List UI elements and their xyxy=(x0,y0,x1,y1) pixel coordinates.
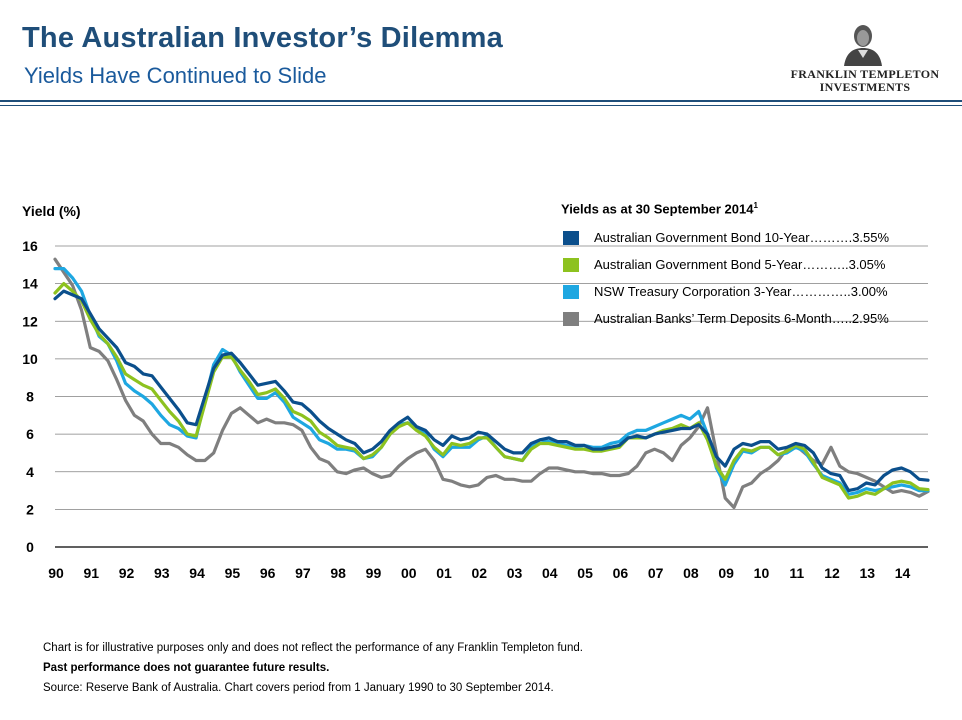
x-tick-label: 00 xyxy=(401,565,417,581)
y-axis-tick-labels: 0 2 4 6 8 10 12 14 16 xyxy=(22,238,38,555)
x-tick-label: 91 xyxy=(83,565,99,581)
legend-label-5y-bond: Australian Government Bond 5-Year………..3.… xyxy=(594,257,886,272)
legend-label-nsw-3y: NSW Treasury Corporation 3-Year…………..3.0… xyxy=(594,284,888,299)
x-tick-label: 97 xyxy=(295,565,311,581)
franklin-templeton-logo: FRANKLIN TEMPLETON INVESTMENTS xyxy=(790,18,940,94)
page-subtitle: Yields Have Continued to Slide xyxy=(24,63,327,88)
legend-label-term-deposits: Australian Banks’ Term Deposits 6-Month…… xyxy=(594,311,889,326)
x-tick-label: 03 xyxy=(507,565,523,581)
x-tick-label: 06 xyxy=(613,565,629,581)
x-tick-label: 14 xyxy=(895,565,911,581)
x-tick-label: 96 xyxy=(260,565,276,581)
page-title: The Australian Investor’s Dilemma xyxy=(22,22,503,54)
x-tick-label: 98 xyxy=(330,565,346,581)
x-tick-label: 90 xyxy=(48,565,64,581)
series-line-0 xyxy=(53,289,930,493)
x-tick-label: 92 xyxy=(119,565,135,581)
x-tick-label: 04 xyxy=(542,565,558,581)
chart-gridlines xyxy=(55,245,928,548)
chart-series-lines xyxy=(53,257,930,510)
x-tick-label: 93 xyxy=(154,565,170,581)
y-tick-label: 0 xyxy=(26,539,34,555)
series-line-1 xyxy=(53,282,930,500)
legend-label-10y-bond: Australian Government Bond 10-Year……….3.… xyxy=(594,230,890,245)
y-axis-label: Yield (%) xyxy=(22,203,81,219)
x-tick-label: 13 xyxy=(859,565,875,581)
x-tick-label: 09 xyxy=(718,565,734,581)
logo-text-line1: FRANKLIN TEMPLETON xyxy=(790,67,940,81)
x-tick-label: 05 xyxy=(577,565,593,581)
x-tick-label: 12 xyxy=(824,565,840,581)
series-line-2 xyxy=(53,267,930,496)
x-tick-label: 10 xyxy=(754,565,770,581)
x-tick-label: 08 xyxy=(683,565,699,581)
x-tick-label: 02 xyxy=(471,565,487,581)
x-tick-label: 07 xyxy=(648,565,664,581)
legend-title: Yields as at 30 September 20141 xyxy=(561,201,758,217)
y-tick-label: 8 xyxy=(26,389,34,405)
x-tick-label: 99 xyxy=(366,565,382,581)
x-tick-label: 11 xyxy=(789,565,804,581)
footnote-disclaimer: Chart is for illustrative purposes only … xyxy=(43,642,583,654)
header-rule-thin xyxy=(0,105,962,106)
header-rule-thick xyxy=(0,100,962,102)
y-tick-label: 10 xyxy=(22,351,38,367)
legend-swatch-10y-bond xyxy=(563,231,579,245)
footnote-source: Source: Reserve Bank of Australia. Chart… xyxy=(43,682,554,694)
legend-swatch-nsw-3y xyxy=(563,285,579,299)
y-tick-label: 16 xyxy=(22,238,38,254)
x-tick-label: 01 xyxy=(436,565,452,581)
y-tick-label: 6 xyxy=(26,426,34,442)
y-tick-label: 14 xyxy=(22,276,38,292)
portrait-icon xyxy=(844,25,882,66)
y-tick-label: 12 xyxy=(22,313,38,329)
footnote-past-performance: Past performance does not guarantee futu… xyxy=(43,662,330,674)
x-tick-label: 95 xyxy=(225,565,241,581)
x-axis-tick-labels: 90 91 92 93 94 95 96 97 98 99 00 01 02 03 04 05 06 07 08 09… xyxy=(48,565,910,581)
logo-text-line2: INVESTMENTS xyxy=(819,80,911,94)
legend-swatch-5y-bond xyxy=(563,258,579,272)
y-tick-label: 4 xyxy=(26,464,34,480)
x-tick-label: 94 xyxy=(189,565,205,581)
y-tick-label: 2 xyxy=(26,501,34,517)
legend-swatch-term-deposits xyxy=(563,312,579,326)
